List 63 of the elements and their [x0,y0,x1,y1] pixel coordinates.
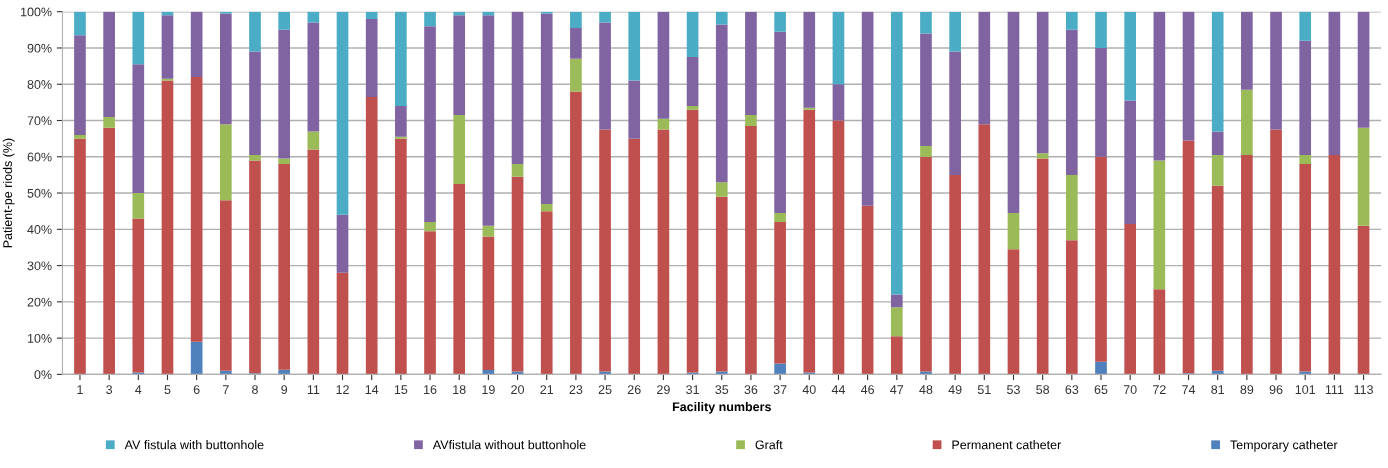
y-tick-label: 40% [27,225,52,234]
x-tick-label: 23 [569,385,583,394]
x-tick-label: 63 [1065,385,1079,394]
x-tick-label: 8 [252,385,258,394]
y-tick-label: 0% [34,370,52,380]
x-tick-label: 111 [1325,385,1344,394]
x-tick-label: 6 [193,385,200,394]
x-tick-label: 35 [715,385,729,394]
x-tick-label: 70 [1123,385,1137,394]
x-tick-label: 72 [1153,385,1166,394]
x-tick-label: 113 [1354,385,1373,394]
y-axis-title: Patient-pe riods (%) [2,138,15,248]
legend-label: Temporary catheter [1230,440,1338,452]
x-tick-label: 36 [744,385,758,394]
x-tick-label: 1 [77,385,83,394]
x-tick-label: 18 [453,385,466,394]
legend-label: AV fistula with buttonhole [124,440,264,450]
x-tick-label: 89 [1240,385,1254,394]
x-tick-label: 74 [1182,385,1196,394]
x-tick-label: 3 [106,385,113,394]
x-tick-label: 53 [1007,385,1020,394]
legend-label: Graft [755,440,783,450]
x-tick-label: 21 [540,385,554,394]
y-tick-label: 50% [27,188,52,198]
x-tick-label: 81 [1211,385,1225,394]
x-tick-label: 101 [1295,385,1316,394]
x-tick-label: 15 [394,385,408,394]
x-tick-label: 96 [1269,385,1283,394]
x-tick-label: 5 [164,385,171,394]
x-tick-label: 51 [977,385,991,394]
y-tick-label: 80% [27,80,52,89]
x-tick-label: 4 [135,385,142,394]
y-tick-label: 100% [21,7,52,17]
y-tick-label: 10% [27,333,52,343]
x-tick-label: 47 [890,385,904,394]
legend-label: AVfistula without buttonhole [432,440,586,450]
x-tick-label: 12 [336,385,349,394]
x-tick-label: 14 [365,385,379,394]
y-tick-label: 20% [27,297,52,307]
x-tick-label: 16 [424,385,437,394]
y-tick-label: 70% [27,116,52,126]
x-tick-label: 20 [511,385,525,394]
y-tick-label: 30% [27,261,52,271]
x-tick-label: 65 [1094,385,1108,394]
y-tick-label: 60% [27,152,52,162]
y-tick-label: 90% [27,43,52,53]
x-tick-label: 26 [627,385,641,394]
x-tick-label: 7 [222,385,229,394]
x-tick-label: 25 [598,385,612,394]
x-tick-label: 37 [773,385,787,394]
x-tick-label: 58 [1036,385,1050,394]
legend-label: Permanent catheter [952,440,1062,450]
x-axis-title: Facility numbers [672,402,771,414]
x-tick-label: 31 [686,385,699,394]
x-tick-label: 40 [802,385,816,394]
x-tick-label: 48 [919,385,933,394]
x-tick-label: 29 [657,385,670,394]
x-tick-label: 9 [281,385,288,394]
x-tick-label: 11 [307,385,320,394]
x-tick-label: 19 [482,385,495,394]
x-tick-label: 44 [831,385,846,394]
x-tick-label: 49 [948,385,962,394]
x-tick-label: 46 [860,385,875,394]
